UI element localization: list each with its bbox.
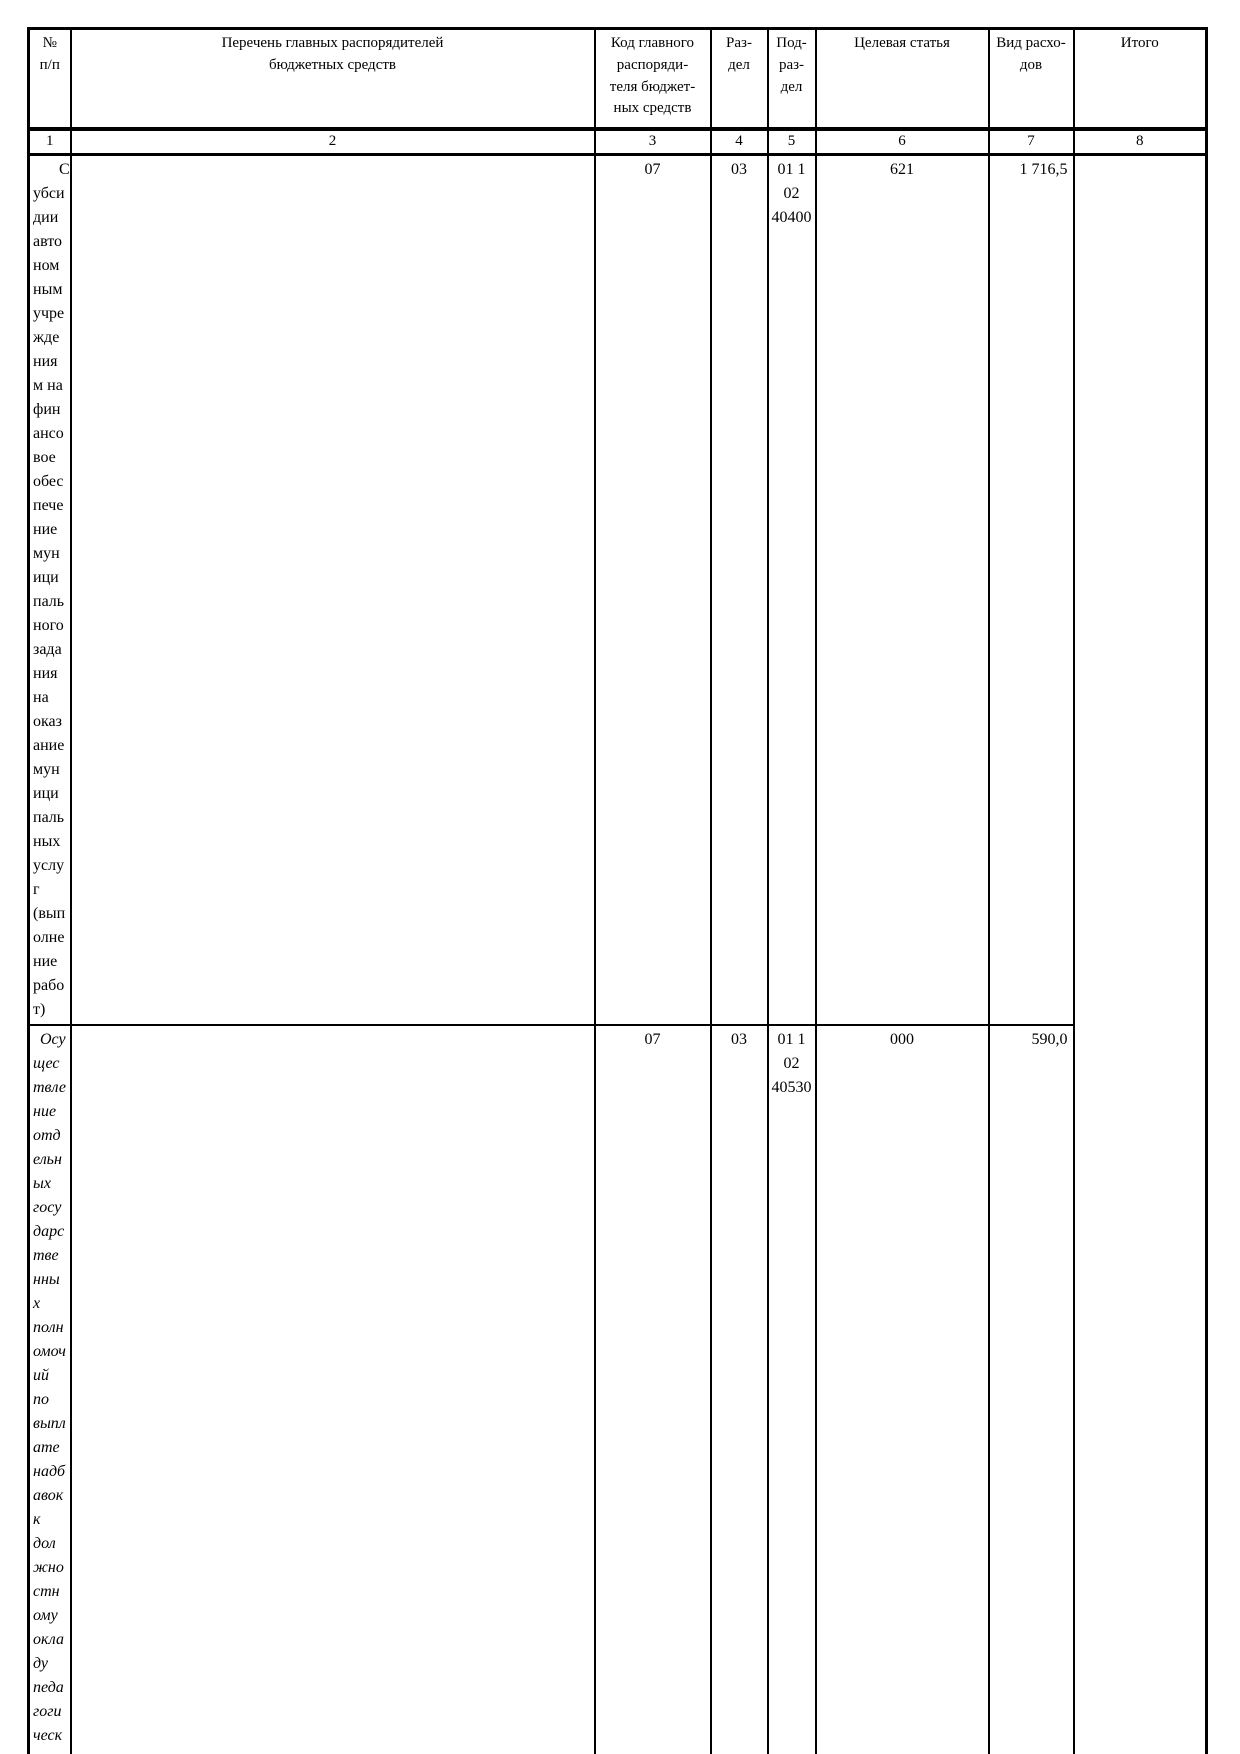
table-row: Осуществление отдельных государственных … (27, 1023, 1207, 1754)
row-rz-cell: 07 (593, 153, 712, 1026)
row-name-cell: Субсидии автономным учреждениям на финан… (27, 153, 72, 1026)
row-itogo-cell: 1 716,5 (987, 153, 1075, 1026)
column-number: 2 (69, 127, 596, 156)
column-number: 1 (27, 127, 72, 156)
col-header-celevaya: Целевая статья (814, 27, 990, 131)
row-vr-cell: 000 (814, 1023, 990, 1754)
column-number: 3 (593, 127, 712, 156)
row-vr-cell: 621 (814, 153, 990, 1026)
row-pr-cell: 03 (709, 1023, 769, 1754)
column-number: 5 (766, 127, 817, 156)
row-cs-cell: 01 1 02 40530 (766, 1023, 817, 1754)
col-header-list: Перечень главных распорядителей бюджетны… (69, 27, 596, 131)
row-kod-cell (69, 153, 596, 1026)
col-header-num: № п/п (27, 27, 72, 131)
column-number: 8 (1072, 127, 1208, 156)
column-numbers-row: 1 2 3 4 5 6 7 8 (27, 127, 1208, 156)
col-header-itogo: Итого (1072, 27, 1208, 131)
budget-table: № п/п Перечень главных распорядителей бю… (27, 27, 1208, 1754)
row-name-cell: Осуществление отдельных государственных … (27, 1023, 72, 1754)
column-number: 7 (987, 127, 1075, 156)
col-header-kod: Код главного распоряди- теля бюджет- ных… (593, 27, 712, 131)
table-header-row: № п/п Перечень главных распорядителей бю… (27, 27, 1208, 131)
column-number: 4 (709, 127, 769, 156)
row-pr-cell: 03 (709, 153, 769, 1026)
table-row: Субсидии автономным учреждениям на финан… (27, 153, 1207, 1026)
row-rz-cell: 07 (593, 1023, 712, 1754)
col-header-razdel: Раз- дел (709, 27, 769, 131)
row-itogo-cell: 590,0 (987, 1023, 1075, 1754)
col-header-podrazdel: Под- раз- дел (766, 27, 817, 131)
row-cs-cell: 01 1 02 40400 (766, 153, 817, 1026)
col-header-vid: Вид расхо- дов (987, 27, 1075, 131)
column-number: 6 (814, 127, 990, 156)
row-kod-cell (69, 1023, 596, 1754)
